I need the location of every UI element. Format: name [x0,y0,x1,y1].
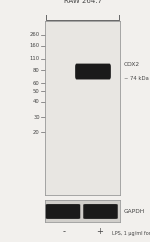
Text: 20: 20 [33,129,40,135]
FancyBboxPatch shape [83,204,118,219]
Text: 60: 60 [33,81,40,86]
FancyBboxPatch shape [46,204,80,219]
Text: -: - [62,227,65,236]
Text: +: + [96,227,103,236]
Text: GAPDH: GAPDH [124,209,145,214]
Text: 80: 80 [33,68,40,73]
Text: COX2: COX2 [124,62,140,67]
Text: 50: 50 [33,89,40,94]
Text: 40: 40 [33,99,40,104]
Text: ~ 74 kDa: ~ 74 kDa [124,76,148,81]
Text: 260: 260 [30,32,40,37]
Text: 30: 30 [33,115,40,120]
FancyBboxPatch shape [75,64,111,79]
Text: RAW 264.7: RAW 264.7 [63,0,102,4]
Text: 160: 160 [30,43,40,48]
Text: 110: 110 [30,56,40,61]
Text: LPS, 1 μg/ml for 24 hr: LPS, 1 μg/ml for 24 hr [112,231,150,236]
